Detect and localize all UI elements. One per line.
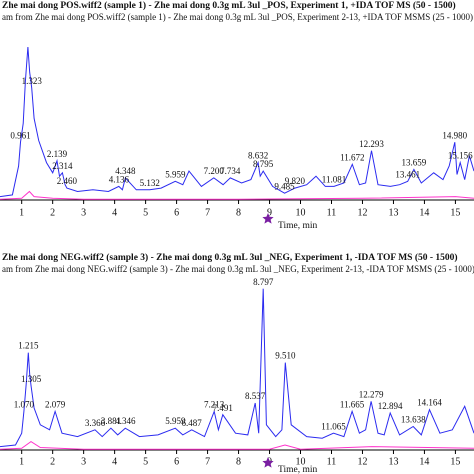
peak-label: 8.632 [248, 151, 268, 161]
peak-label: 1.215 [18, 341, 39, 351]
x-tick-label: 11 [327, 207, 337, 218]
x-tick-label: 6 [174, 207, 179, 218]
x-tick-label: 13 [388, 456, 398, 467]
peak-label: 13.659 [401, 157, 426, 167]
x-axis-title: Time, min [278, 465, 317, 474]
star-icon [262, 213, 274, 224]
peak-label: 13.638 [401, 415, 426, 425]
x-tick-label: 12 [357, 207, 367, 218]
peak-label: 2.139 [47, 149, 68, 159]
x-tick-label: 7 [205, 207, 210, 218]
peak-label: 13.461 [395, 169, 420, 179]
x-tick-label: 1 [19, 456, 24, 467]
panel-subtitle: am from Zhe mai dong NEG.wiff2 (sample 3… [2, 264, 474, 274]
x-tick-label: 6 [174, 456, 179, 467]
peak-label: 14.164 [417, 398, 442, 408]
peak-label: 5.132 [140, 178, 160, 188]
peak-label: 11.672 [340, 152, 364, 162]
x-tick-label: 13 [388, 207, 398, 218]
x-tick-label: 1 [19, 207, 24, 218]
peak-label: 15.156 [448, 151, 473, 161]
peak-label: 9.485 [274, 181, 295, 191]
x-tick-label: 15 [450, 207, 460, 218]
x-tick-label: 11 [327, 456, 337, 467]
x-tick-label: 4 [112, 207, 117, 218]
peak-label: 7.213 [204, 399, 225, 409]
peak-label: 9.820 [285, 176, 306, 186]
panel-title: Zhe mai dong POS.wiff2 (sample 1) - Zhe … [2, 0, 456, 11]
x-tick-label: 4 [112, 456, 117, 467]
peak-label: 7.734 [220, 166, 241, 176]
trace [0, 440, 474, 450]
panel-subtitle: am from Zhe mai dong POS.wiff2 (sample 1… [2, 12, 473, 22]
x-tick-label: 14 [419, 456, 429, 467]
peak-label: 4.136 [109, 174, 130, 184]
x-tick-label: 7 [205, 456, 210, 467]
peak-label: 11.065 [321, 421, 346, 431]
peak-label: 4.346 [115, 416, 136, 426]
peak-label: 2.314 [52, 161, 73, 171]
peak-label: 11.665 [340, 399, 365, 409]
peak-label: 5.959 [165, 169, 186, 179]
x-tick-label: 2 [50, 456, 55, 467]
peak-label: 9.510 [275, 351, 296, 361]
x-tick-label: 3 [81, 456, 86, 467]
peak-label: 8.795 [253, 159, 274, 169]
chart-panel: Zhe mai dong NEG.wiff2 (sample 3) - Zhe … [0, 252, 474, 474]
star-icon [262, 457, 274, 468]
peak-label: 14.980 [442, 130, 467, 140]
x-tick-label: 15 [450, 456, 460, 467]
peak-label: 12.293 [359, 139, 384, 149]
x-tick-label: 3 [81, 207, 86, 218]
panel-title: Zhe mai dong NEG.wiff2 (sample 3) - Zhe … [2, 252, 458, 263]
x-tick-label: 10 [296, 207, 306, 218]
trace [0, 288, 474, 448]
peak-label: 7.491 [213, 403, 233, 413]
trace [0, 190, 474, 200]
x-tick-label: 10 [296, 456, 306, 467]
x-tick-label: 5 [143, 456, 148, 467]
peak-label: 7.200 [204, 166, 225, 176]
x-axis-title: Time, min [278, 221, 317, 231]
trace [0, 46, 474, 198]
peak-label: 12.894 [378, 401, 403, 411]
x-tick-label: 2 [50, 207, 55, 218]
peak-label: 3.881 [101, 416, 121, 426]
peak-label: 3.366 [85, 418, 106, 428]
peak-label: 8.537 [245, 391, 266, 401]
peak-label: 5.959 [165, 416, 186, 426]
peak-label: 1.305 [21, 374, 42, 384]
peak-label: 2.460 [57, 176, 78, 186]
peak-label: 6.487 [182, 418, 203, 428]
peak-label: 2.079 [45, 399, 66, 409]
peak-label: 4.348 [115, 166, 136, 176]
peak-label: 1.070 [14, 399, 35, 409]
x-tick-label: 8 [236, 456, 241, 467]
x-tick-label: 5 [143, 207, 148, 218]
x-tick-label: 14 [419, 207, 429, 218]
x-tick-label: 12 [357, 456, 367, 467]
peak-label: 11.081 [322, 174, 346, 184]
x-tick-label: 8 [236, 207, 241, 218]
chart-panel: Zhe mai dong POS.wiff2 (sample 1) - Zhe … [0, 0, 474, 231]
peak-label: 12.279 [359, 389, 384, 399]
peak-label: 1.323 [22, 76, 43, 86]
x-tick-label: 9 [267, 207, 272, 218]
peak-label: 0.961 [10, 130, 30, 140]
peak-label: 8.797 [253, 277, 274, 287]
